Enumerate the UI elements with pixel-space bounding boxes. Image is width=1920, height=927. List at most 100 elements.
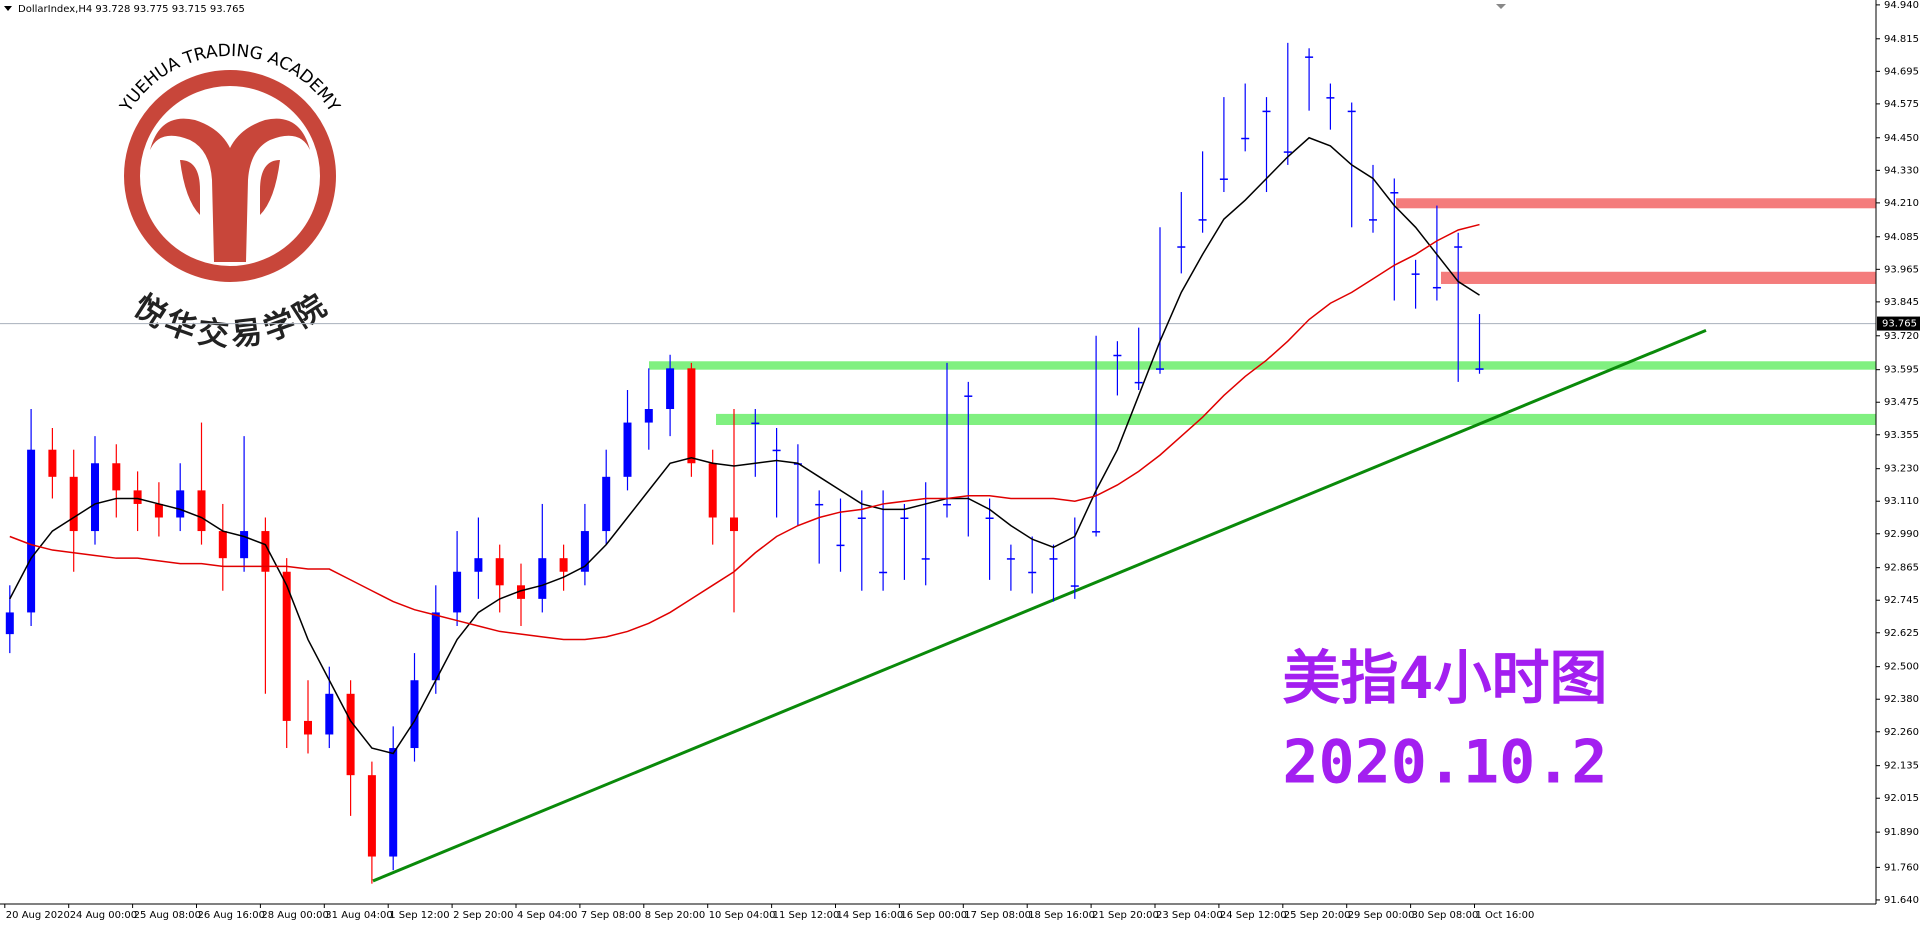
x-tick-label: 26 Aug 16:00 [198, 910, 265, 921]
candle-body [879, 571, 888, 574]
candle-body [708, 463, 717, 518]
logo-name: 悦华交易学院 [127, 288, 333, 354]
x-tick-label: 14 Sep 16:00 [837, 910, 904, 921]
candle-body [517, 585, 525, 599]
candle-body [772, 449, 781, 452]
y-tick-label: 93.845 [1884, 297, 1919, 308]
x-tick-label: 7 Sep 08:00 [581, 910, 641, 921]
logo-ring [124, 70, 336, 282]
candle-body [1347, 110, 1356, 113]
candle-body [985, 517, 994, 520]
x-tick-label: 25 Sep 20:00 [1284, 910, 1351, 921]
candle-body [1241, 137, 1250, 140]
candle-body [836, 544, 845, 547]
candle-body [666, 368, 675, 410]
trendline [372, 328, 1707, 883]
moving-average [9, 223, 1480, 641]
candle-body [623, 422, 632, 477]
y-tick-label: 93.475 [1884, 397, 1919, 408]
y-tick-label: 94.085 [1884, 232, 1919, 243]
y-tick-label: 93.595 [1884, 365, 1919, 376]
zone [1441, 271, 1876, 284]
candle-body [69, 476, 78, 532]
zone [1396, 198, 1876, 209]
y-tick-label: 94.575 [1884, 99, 1919, 110]
y-tick-label: 92.625 [1884, 628, 1919, 639]
candle-body [730, 517, 738, 532]
x-tick-label: 29 Sep 00:00 [1348, 910, 1415, 921]
x-tick-label: 8 Sep 20:00 [645, 910, 705, 921]
candle-body [112, 463, 121, 491]
y-tick-label: 93.230 [1884, 464, 1919, 475]
y-tick-label: 94.695 [1884, 66, 1919, 77]
x-tick-label: 4 Sep 04:00 [517, 910, 577, 921]
x-tick-label: 20 Aug 2020 [6, 910, 70, 921]
candle-body [1454, 246, 1463, 248]
candle-body [644, 409, 653, 423]
annotation: 2020.10.2 [1282, 728, 1607, 798]
x-tick-label: 30 Sep 08:00 [1412, 910, 1479, 921]
x-tick-label: 23 Sep 04:00 [1156, 910, 1223, 921]
candle-body [431, 612, 440, 681]
candle-body [687, 368, 696, 464]
candle-body [240, 531, 249, 559]
candle-body [197, 490, 206, 532]
candle-body [1390, 192, 1399, 194]
zone [649, 361, 1876, 370]
candle-body [91, 463, 99, 532]
y-tick-label: 92.500 [1884, 662, 1919, 673]
y-tick-label: 92.745 [1884, 595, 1919, 606]
candle-body [133, 490, 142, 504]
last-price-tag [1877, 316, 1920, 331]
y-tick-label: 91.760 [1884, 862, 1919, 873]
candle-body [538, 558, 547, 599]
candle-body [453, 571, 462, 613]
y-tick-label: 92.990 [1884, 529, 1919, 540]
candle-body [48, 449, 57, 477]
candle-body [815, 503, 824, 506]
x-tick-label: 16 Sep 00:00 [900, 910, 967, 921]
menu-arrow[interactable] [4, 6, 12, 11]
candle-body [218, 531, 227, 559]
candle-body [1028, 571, 1037, 574]
moving-average [9, 136, 1480, 755]
x-tick-label: 11 Sep 12:00 [773, 910, 840, 921]
candle-body [921, 558, 930, 560]
x-tick-label: 24 Sep 12:00 [1220, 910, 1287, 921]
y-tick-label: 93.720 [1884, 331, 1919, 342]
candle-body [1070, 585, 1079, 587]
candle-body [261, 531, 270, 572]
candle-body [1134, 381, 1143, 384]
watermark-logo: YUEHUA TRADING ACADEMY 悦华交易学院 [116, 41, 344, 354]
logo-name-path: 悦华交易学院 [127, 288, 333, 354]
candle-body [964, 395, 973, 397]
candle-body [410, 680, 419, 749]
annotation: 美指4小时图 [1283, 644, 1608, 712]
candle-body [1411, 273, 1420, 275]
y-tick-label: 93.965 [1884, 264, 1919, 275]
y-tick-label: 92.135 [1884, 761, 1919, 772]
candle-body [1219, 178, 1228, 180]
chart-title: DollarIndex,H4 93.728 93.775 93.715 93.7… [18, 4, 245, 15]
x-tick-label: 2 Sep 20:00 [453, 910, 513, 921]
y-tick-label: 94.940 [1884, 0, 1919, 11]
zone [716, 413, 1876, 426]
x-tick-label: 28 Aug 00:00 [261, 910, 328, 921]
x-tick-label: 24 Aug 00:00 [70, 910, 137, 921]
logo-mark [150, 118, 310, 262]
candle-body [1006, 558, 1015, 560]
candle-body [1156, 368, 1164, 370]
y-tick-label: 93.355 [1884, 430, 1919, 441]
x-tick-label: 31 Aug 04:00 [325, 910, 392, 921]
y-tick-label: 91.640 [1884, 895, 1919, 906]
candle-body [559, 558, 568, 572]
candle-body [1092, 531, 1101, 533]
y-tick-label: 92.015 [1884, 793, 1919, 804]
candle-body [1262, 110, 1271, 113]
candle-body [1432, 286, 1441, 289]
candle-body [346, 693, 355, 776]
candle-body [367, 775, 376, 857]
candle-body [389, 748, 398, 857]
candle-body [474, 558, 483, 572]
